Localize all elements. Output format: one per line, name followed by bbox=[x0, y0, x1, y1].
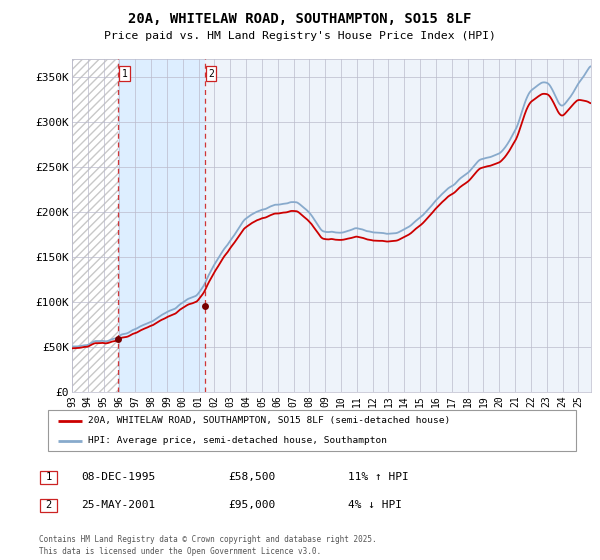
Text: 4% ↓ HPI: 4% ↓ HPI bbox=[348, 500, 402, 510]
Text: Contains HM Land Registry data © Crown copyright and database right 2025.
This d: Contains HM Land Registry data © Crown c… bbox=[39, 535, 377, 556]
Text: HPI: Average price, semi-detached house, Southampton: HPI: Average price, semi-detached house,… bbox=[88, 436, 386, 445]
Text: 1: 1 bbox=[46, 472, 52, 482]
FancyBboxPatch shape bbox=[48, 410, 576, 451]
Text: 1: 1 bbox=[122, 69, 127, 79]
Text: 2: 2 bbox=[46, 500, 52, 510]
Text: 11% ↑ HPI: 11% ↑ HPI bbox=[348, 472, 409, 482]
Text: 20A, WHITELAW ROAD, SOUTHAMPTON, SO15 8LF (semi-detached house): 20A, WHITELAW ROAD, SOUTHAMPTON, SO15 8L… bbox=[88, 416, 450, 425]
Text: 25-MAY-2001: 25-MAY-2001 bbox=[81, 500, 155, 510]
Text: Price paid vs. HM Land Registry's House Price Index (HPI): Price paid vs. HM Land Registry's House … bbox=[104, 31, 496, 41]
Text: 2: 2 bbox=[208, 69, 214, 79]
Bar bbox=[72, 59, 118, 392]
FancyBboxPatch shape bbox=[40, 498, 57, 512]
Text: £58,500: £58,500 bbox=[228, 472, 275, 482]
FancyBboxPatch shape bbox=[40, 470, 57, 484]
Text: 20A, WHITELAW ROAD, SOUTHAMPTON, SO15 8LF: 20A, WHITELAW ROAD, SOUTHAMPTON, SO15 8L… bbox=[128, 12, 472, 26]
Bar bbox=[118, 59, 205, 392]
Text: 08-DEC-1995: 08-DEC-1995 bbox=[81, 472, 155, 482]
Text: £95,000: £95,000 bbox=[228, 500, 275, 510]
